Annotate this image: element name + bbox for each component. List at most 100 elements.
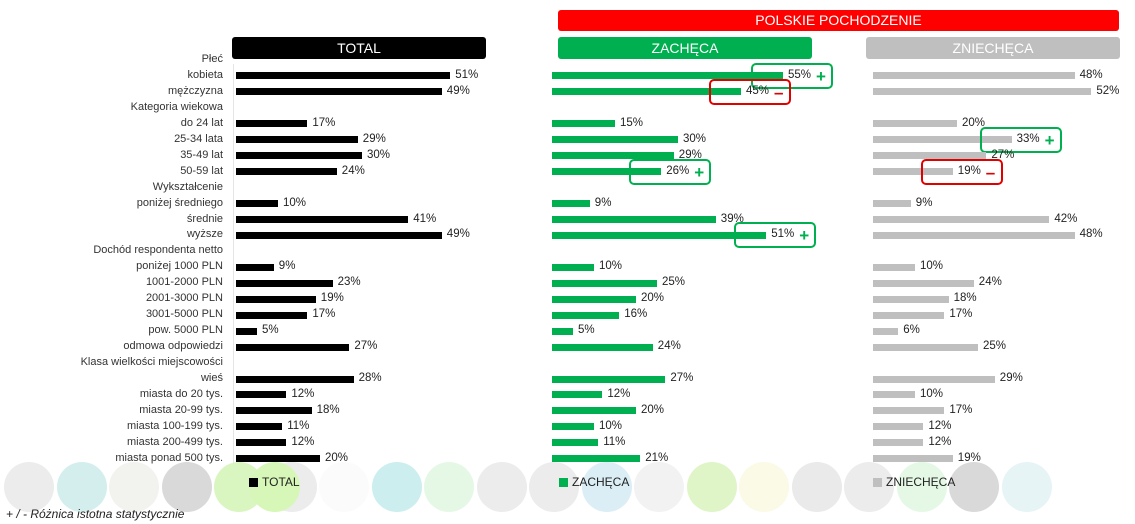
decorative-circle	[529, 462, 579, 512]
bar-zacheca	[552, 216, 716, 223]
decorative-circle	[634, 462, 684, 512]
bar-zacheca	[552, 407, 636, 415]
bar-zniecheca	[873, 423, 924, 431]
category-label: 2001-3000 PLN	[145, 292, 223, 305]
bar-zacheca	[552, 168, 662, 176]
bar-zniecheca	[873, 455, 953, 463]
bar-total	[236, 327, 257, 335]
decorative-circle	[686, 462, 737, 512]
decorative-circle	[844, 462, 894, 512]
bar-total	[236, 391, 287, 399]
significance-negative-marker	[920, 158, 1003, 185]
category-label: odmowa odpowiedzi	[123, 340, 223, 353]
value-label-zniecheca: 6%	[903, 324, 920, 337]
category-label: 25-34 lata	[174, 132, 223, 145]
bar-zniecheca	[873, 216, 1050, 223]
value-label-zniecheca: 20%	[962, 116, 986, 129]
bar-zacheca	[552, 455, 641, 463]
category-label: wieś	[200, 372, 223, 384]
value-label-zniecheca: 42%	[1054, 212, 1078, 225]
bar-zniecheca	[873, 168, 953, 176]
decorative-circle	[791, 462, 842, 512]
bar-zniecheca	[873, 231, 1075, 239]
bar-total	[236, 311, 308, 319]
value-label-zacheca: 29%	[678, 148, 702, 161]
bar-zniecheca	[873, 120, 957, 128]
decorative-circle	[739, 462, 789, 512]
legend-swatch-zniecheca	[873, 478, 882, 487]
value-label-zacheca: 26%	[666, 164, 690, 177]
value-label-zacheca: 5%	[578, 324, 595, 337]
value-label-zacheca: 9%	[594, 196, 612, 209]
decorative-circle	[949, 462, 999, 512]
value-label-total: 17%	[312, 116, 336, 129]
bar-total	[236, 423, 283, 431]
bar-zacheca	[552, 375, 666, 383]
significance-positive-marker	[751, 62, 833, 89]
minus-sign: –	[985, 162, 996, 182]
value-label-total: 11%	[287, 419, 310, 432]
bar-zniecheca	[873, 279, 974, 287]
category-label: poniżej średniego	[136, 196, 223, 209]
category-label: 50-59 lat	[180, 164, 223, 177]
category-label: średnie	[186, 212, 223, 225]
bar-zniecheca	[873, 152, 987, 160]
bar-total	[236, 375, 354, 383]
category-label: poniżej 1000 PLN	[136, 260, 223, 273]
decorative-circle	[161, 462, 212, 512]
bar-zniecheca	[873, 311, 945, 319]
bar-zacheca	[552, 439, 599, 447]
category-label: pow. 5000 PLN	[148, 324, 223, 337]
value-label-zacheca: 55%	[788, 68, 812, 81]
value-label-zniecheca: 18%	[953, 292, 977, 305]
value-label-zacheca: 51%	[771, 228, 795, 241]
bar-zacheca	[552, 423, 594, 431]
bar-zacheca	[552, 263, 594, 271]
value-label-zniecheca: 9%	[915, 196, 933, 209]
bar-total	[236, 88, 442, 96]
bar-zacheca	[552, 311, 620, 319]
bar-zniecheca	[873, 136, 1012, 144]
bar-zniecheca	[873, 327, 899, 335]
plus-sign: +	[799, 226, 810, 246]
category-label: do 24 lat	[180, 116, 223, 129]
bar-total	[236, 407, 312, 415]
category-label: miasta do 20 tys.	[139, 387, 223, 400]
plus-sign: +	[816, 66, 826, 86]
decorative-circle	[250, 462, 300, 512]
section-label: Wykształcenie	[152, 180, 223, 193]
zacheca-header: ZACHĘCA	[558, 37, 812, 59]
legend-item-zacheca: ZACHĘCA	[559, 475, 629, 489]
legend-label-zniecheca: ZNIECHĘCA	[886, 475, 956, 489]
value-label-zacheca: 24%	[657, 340, 681, 353]
value-label-zniecheca: 33%	[1016, 132, 1040, 145]
bar-total	[236, 343, 350, 351]
decorative-circle	[424, 462, 474, 512]
bar-total	[236, 168, 337, 176]
category-label: 3001-5000 PLN	[145, 308, 223, 321]
value-label-total: 28%	[358, 372, 382, 384]
bar-zniecheca	[873, 295, 949, 303]
value-label-total: 49%	[446, 84, 470, 97]
bar-zniecheca	[873, 263, 915, 271]
significance-positive-marker	[979, 126, 1062, 153]
section-label: Klasa wielkości miejscowości	[80, 356, 223, 369]
bar-zacheca	[552, 327, 573, 335]
total-header: TOTAL	[232, 37, 486, 59]
bar-zacheca	[552, 120, 615, 128]
decorative-circle	[896, 462, 947, 512]
bar-zniecheca	[873, 343, 978, 351]
bar-zacheca	[552, 279, 657, 287]
bar-total	[236, 152, 362, 160]
value-label-total: 41%	[413, 212, 437, 225]
value-label-total: 18%	[316, 403, 340, 416]
value-label-zacheca: 10%	[599, 419, 623, 432]
legend-label-total: TOTAL	[262, 475, 300, 489]
value-label-zniecheca: 12%	[928, 435, 952, 448]
legend-swatch-total	[249, 478, 258, 487]
category-label: 1001-2000 PLN	[145, 276, 223, 289]
legend-label-zacheca: ZACHĘCA	[572, 475, 630, 489]
decorative-circle	[109, 462, 159, 512]
value-label-total: 29%	[362, 132, 386, 145]
value-label-total: 51%	[455, 68, 479, 81]
